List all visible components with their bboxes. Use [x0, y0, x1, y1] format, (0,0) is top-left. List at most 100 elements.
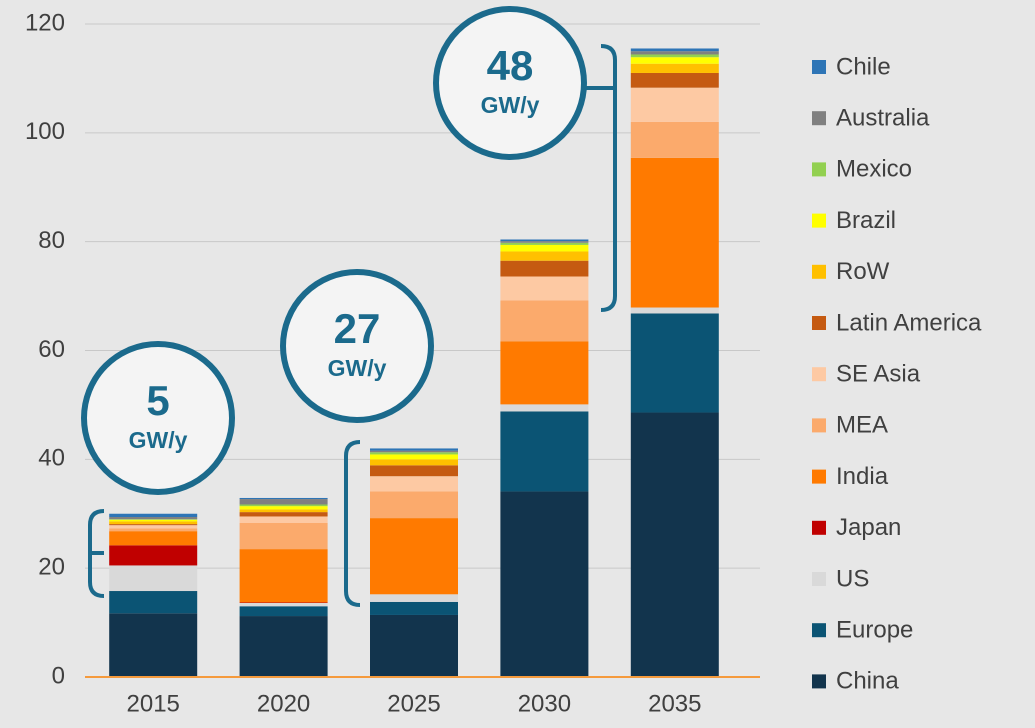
y-tick-label: 80: [38, 227, 65, 254]
bar-segment: [109, 613, 198, 677]
legend-swatch: [812, 367, 826, 382]
bar-segment: [370, 465, 458, 477]
bar-segment: [109, 513, 198, 518]
legend-label: SE Asia: [836, 361, 921, 388]
bar-segment: [370, 454, 458, 460]
annotation-value: 27: [334, 305, 381, 352]
legend-swatch: [812, 520, 826, 535]
bar-segment: [370, 476, 458, 492]
annotation-value: 5: [146, 377, 169, 424]
legend-swatch: [812, 264, 826, 279]
legend-swatch: [812, 418, 826, 433]
bar-segment: [109, 528, 198, 532]
x-tick-label: 2030: [518, 690, 571, 717]
legend-label: Japan: [836, 514, 901, 541]
bar-segment: [370, 601, 458, 615]
bar-segment: [370, 450, 458, 453]
legend-swatch: [812, 674, 826, 689]
bar-segment: [630, 157, 719, 308]
legend-swatch: [812, 111, 826, 126]
y-tick-label: 100: [25, 118, 65, 145]
annotation-unit: GW/y: [481, 92, 540, 118]
bar-segment: [500, 276, 589, 301]
bar-segment: [109, 531, 198, 546]
x-tick-label: 2020: [257, 690, 310, 717]
y-tick-label: 0: [52, 662, 65, 689]
bracket: [600, 44, 617, 312]
legend-label: Brazil: [836, 207, 896, 234]
legend-swatch: [812, 469, 826, 484]
bar-segment: [109, 519, 198, 522]
bar-segment: [239, 606, 328, 617]
y-tick-label: 120: [25, 9, 65, 36]
annotation-unit: GW/y: [328, 355, 387, 381]
legend-swatch: [812, 316, 826, 330]
legend-label: RoW: [836, 258, 890, 285]
legend-swatch: [812, 572, 826, 586]
y-tick-label: 60: [38, 336, 65, 363]
bar-segment: [239, 516, 328, 524]
bar-segment: [370, 594, 458, 602]
annotation-value: 48: [487, 42, 534, 89]
bracket: [344, 440, 361, 607]
bar-segment: [500, 241, 589, 243]
bar-segment: [239, 509, 328, 513]
bar-segment: [239, 549, 328, 603]
bar-segment: [500, 239, 589, 242]
bar-segment: [370, 452, 458, 455]
annotation-circle: [81, 341, 235, 495]
bar-segment: [630, 54, 719, 58]
legend-label: US: [836, 565, 869, 592]
bar-segment: [239, 497, 328, 500]
bars: 2015 2020 2025 2030 2035: [109, 48, 719, 717]
bar-segment: [239, 512, 328, 517]
bar-segment: [370, 459, 458, 466]
legend-label: China: [836, 668, 899, 695]
bar-segment: [370, 491, 458, 519]
x-tick-label: 2035: [648, 690, 701, 717]
bar-segment: [370, 518, 458, 595]
bar-segment: [500, 404, 589, 412]
legend-label: Chile: [836, 53, 891, 80]
bar-segment: [500, 260, 589, 277]
bar-segment: [630, 48, 719, 52]
bar-segment: [630, 72, 719, 88]
bar-segment: [630, 121, 719, 158]
bar-segment: [109, 524, 198, 526]
bar-segment: [630, 412, 719, 677]
x-tick-label: 2025: [387, 690, 440, 717]
legend-label: Europe: [836, 617, 913, 644]
bar-segment: [239, 616, 328, 677]
legend-swatch: [812, 623, 826, 638]
annotation-circle: [433, 6, 587, 160]
bar-segment: [109, 525, 198, 529]
bar-segment: [500, 411, 589, 492]
legend-swatch: [812, 162, 826, 177]
bar-segment: [109, 545, 198, 566]
y-tick-label: 40: [38, 445, 65, 472]
legend: China Europe US Japan India MEA SE Asia Latin A…: [812, 53, 982, 695]
bar-segment: [630, 313, 719, 413]
bar-segment: [630, 307, 719, 314]
bar-segment: [630, 51, 719, 55]
brackets: [88, 44, 617, 607]
bar-segment: [500, 244, 589, 252]
bar-segment: [500, 341, 589, 405]
bar-segment: [630, 57, 719, 64]
bar-segment: [500, 300, 589, 342]
bar-segment: [239, 506, 328, 510]
bar-segment: [239, 523, 328, 550]
annotation-circle: [280, 269, 434, 423]
annotation-unit: GW/y: [129, 427, 188, 453]
bar-segment: [239, 602, 328, 607]
bar-segment: [500, 251, 589, 261]
annotations: 5 GW/y 27 GW/y 48 GW/y: [81, 6, 587, 495]
legend-label: MEA: [836, 412, 888, 439]
legend-label: Mexico: [836, 156, 912, 183]
bar-segment: [370, 448, 458, 451]
legend-label: Latin America: [836, 309, 982, 336]
bar-segment: [630, 63, 719, 73]
bar-segment: [500, 491, 589, 677]
bar-segment: [109, 517, 198, 520]
